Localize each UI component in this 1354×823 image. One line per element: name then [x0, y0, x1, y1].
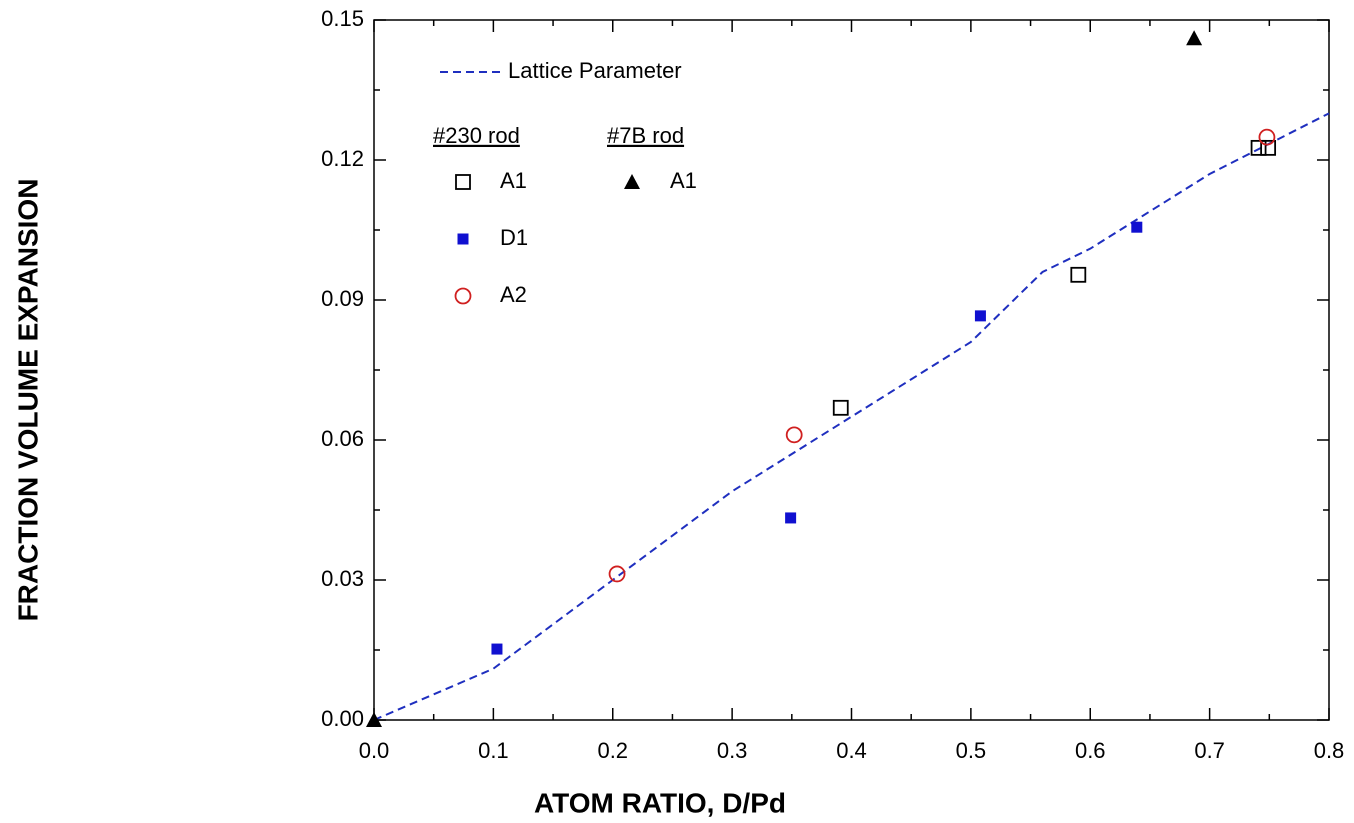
marker-square-open — [1070, 266, 1087, 283]
y-tick-label: 0.00 — [321, 706, 364, 731]
legend-marker — [457, 233, 469, 245]
legend-label: A1 — [500, 168, 527, 193]
legend-label: D1 — [500, 225, 528, 250]
x-tick-label: 0.0 — [359, 738, 390, 763]
lattice-line — [373, 112, 1330, 721]
marker-square — [974, 310, 986, 322]
marker-circle-open — [1258, 128, 1276, 146]
legend-label: A2 — [500, 282, 527, 307]
x-tick-label: 0.1 — [478, 738, 509, 763]
legend-group-title: #230 rod — [433, 123, 520, 148]
y-tick-label: 0.06 — [321, 426, 364, 451]
legend-group-title: #7B rod — [607, 123, 684, 148]
x-axis-title: ATOM RATIO, D/Pd — [534, 787, 786, 818]
marker-circle-open — [608, 565, 626, 583]
marker-square-open — [1260, 139, 1277, 156]
legend-label: Lattice Parameter — [508, 58, 682, 83]
x-tick-label: 0.6 — [1075, 738, 1106, 763]
x-tick-label: 0.7 — [1194, 738, 1225, 763]
y-tick-label: 0.12 — [321, 146, 364, 171]
x-tick-label: 0.2 — [597, 738, 628, 763]
y-tick-label: 0.03 — [321, 566, 364, 591]
legend-marker — [455, 174, 471, 190]
legend-marker — [624, 174, 640, 189]
x-tick-label: 0.5 — [956, 738, 987, 763]
x-tick-label: 0.4 — [836, 738, 867, 763]
y-tick-label: 0.15 — [321, 6, 364, 31]
marker-triangle — [1186, 30, 1203, 46]
marker-square — [491, 643, 503, 655]
marker-square — [1131, 221, 1143, 233]
legend-label: A1 — [670, 168, 697, 193]
x-tick-label: 0.8 — [1314, 738, 1345, 763]
marker-triangle — [366, 712, 382, 727]
marker-square-open — [832, 399, 849, 416]
marker-circle-open — [785, 426, 803, 444]
x-tick-label: 0.3 — [717, 738, 748, 763]
marker-square — [785, 512, 797, 524]
y-tick-label: 0.09 — [321, 286, 364, 311]
y-axis-title: FRACTION VOLUME EXPANSION — [12, 179, 43, 622]
legend-marker — [454, 287, 472, 305]
marker-square-open — [1250, 139, 1267, 156]
